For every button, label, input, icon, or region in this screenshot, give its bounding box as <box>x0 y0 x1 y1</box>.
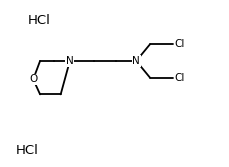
Text: O: O <box>29 74 37 84</box>
Text: HCl: HCl <box>27 14 50 27</box>
Text: N: N <box>132 56 140 66</box>
Text: N: N <box>66 56 74 66</box>
Text: Cl: Cl <box>174 39 184 49</box>
Text: Cl: Cl <box>174 73 184 83</box>
Text: HCl: HCl <box>16 144 39 157</box>
